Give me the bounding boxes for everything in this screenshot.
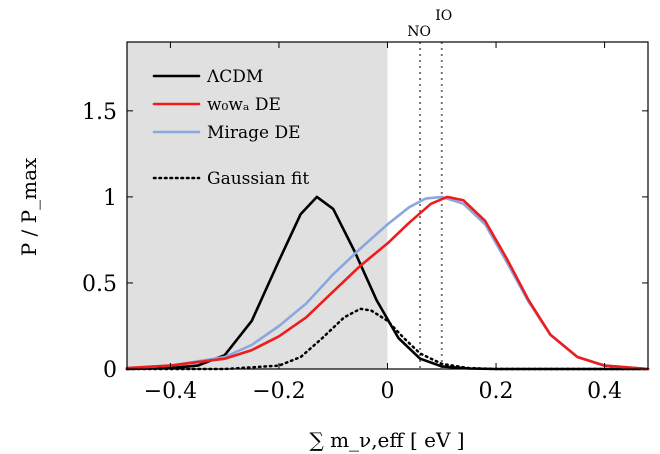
legend-label: w₀wₐ DE: [207, 95, 281, 115]
legend-label: ΛCDM: [206, 67, 263, 87]
legend-label: Gaussian fit: [207, 169, 309, 189]
marker-label-io: IO: [435, 8, 452, 24]
shaded-region: [127, 42, 388, 369]
x-tick-label: 0.4: [587, 379, 622, 404]
x-tick-label: −0.2: [252, 379, 305, 404]
series-line-3: [125, 307, 650, 371]
x-axis-label: ∑ m_ν,eff [ eV ]: [309, 428, 464, 452]
y-tick-label: 0: [103, 358, 117, 383]
y-axis-label: P / P_max: [17, 157, 41, 256]
x-tick-label: −0.4: [144, 379, 197, 404]
y-tick-label: 1.5: [82, 100, 117, 125]
x-tick-label: 0: [381, 379, 395, 404]
y-tick-label: 1: [103, 186, 117, 211]
legend: ΛCDM w₀wₐ DE Mirage DE Gaussian fit: [152, 67, 309, 189]
legend-label: Mirage DE: [207, 123, 301, 143]
x-tick-label: 0.2: [479, 379, 514, 404]
x-axis: −0.4 −0.2 0 0.2 0.4: [144, 42, 622, 404]
plot-background: [127, 42, 388, 369]
y-tick-label: 0.5: [82, 272, 117, 297]
series-line-1: [125, 195, 650, 371]
y-axis: 0 0.5 1 1.5: [82, 100, 648, 383]
marker-label-no: NO: [407, 24, 431, 40]
